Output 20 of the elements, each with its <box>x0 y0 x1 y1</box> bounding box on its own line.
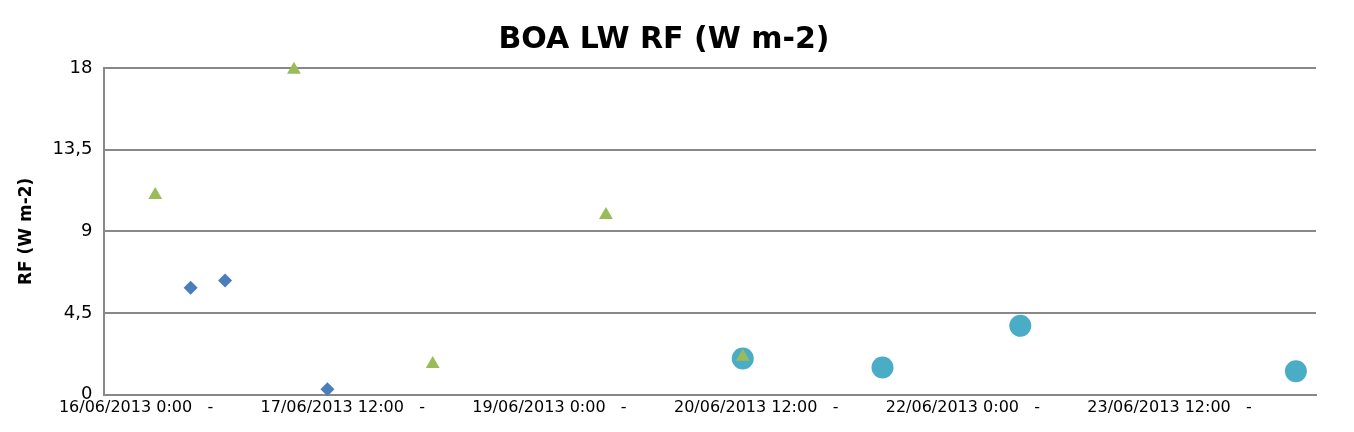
x-tick-label: 19/06/2013 0:00 - <box>472 396 627 416</box>
point <box>871 356 894 379</box>
x-tick-label: 22/06/2013 0:00 - <box>885 396 1041 416</box>
point <box>148 187 163 200</box>
point <box>218 273 233 288</box>
point <box>599 207 613 220</box>
chart-title: BOA LW RF (W m-2) <box>498 19 830 55</box>
y-axis-title: RF (W m-2) <box>14 177 35 286</box>
point <box>1009 314 1032 337</box>
point <box>183 280 198 295</box>
x-tick-label: 17/06/2013 12:00 - <box>260 396 425 416</box>
point <box>320 382 335 397</box>
point <box>287 61 301 74</box>
x-tick-label: 23/06/2013 12:00 - <box>1087 396 1252 416</box>
x-tick-label: 20/06/2013 12:00 - <box>673 396 839 416</box>
point <box>1284 360 1307 383</box>
y-tick-label: 9 <box>81 219 93 241</box>
y-tick-label: 13,5 <box>52 137 93 159</box>
y-tick-label: 4,5 <box>63 300 93 322</box>
y-tick-label: 18 <box>69 55 93 77</box>
